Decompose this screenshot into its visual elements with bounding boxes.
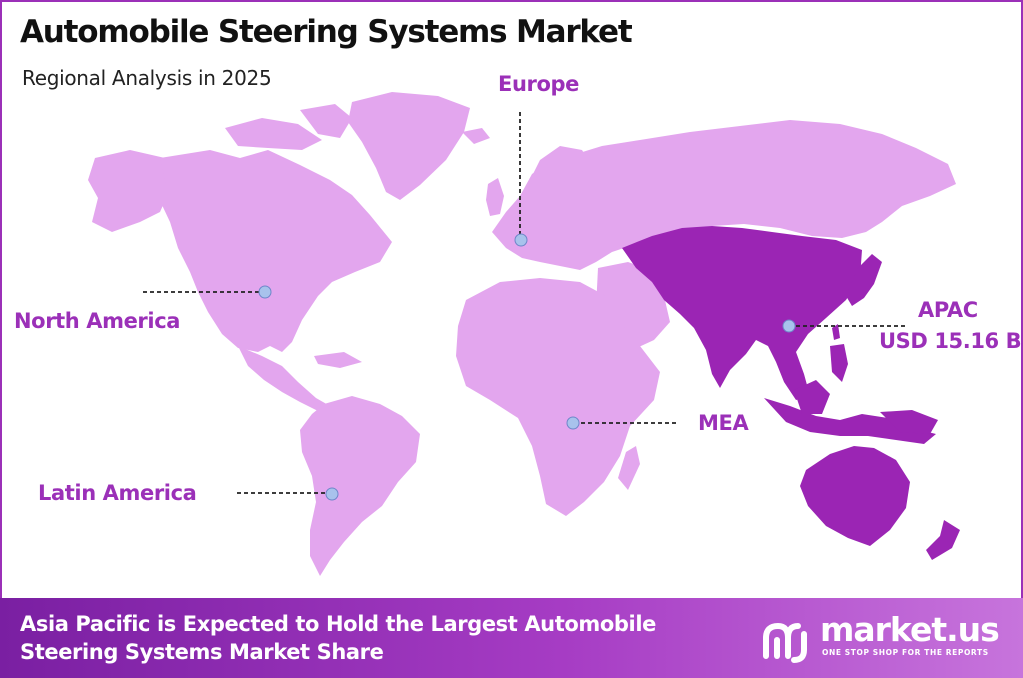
logo-name: market.us <box>820 610 1000 649</box>
taiwan-landmass <box>832 324 840 340</box>
north-america-label: North America <box>14 309 181 333</box>
page-subtitle: Regional Analysis in 2025 <box>22 66 272 90</box>
japan-landmass <box>846 254 882 306</box>
world-map <box>88 92 960 576</box>
land-masses <box>88 92 956 576</box>
australia-landmass <box>800 446 910 546</box>
europe-label: Europe <box>498 72 579 96</box>
europe-marker <box>514 233 528 247</box>
north-america-landmass <box>160 150 392 352</box>
footer-banner: Asia Pacific is Expected to Hold the Lar… <box>0 598 1023 678</box>
brand-logo: market.us ONE STOP SHOP FOR THE REPORTS <box>760 610 1010 664</box>
scandinavia-landmass <box>528 146 592 196</box>
apac-value: USD 15.16 Bn <box>879 329 1023 353</box>
madagascar-landmass <box>618 446 640 490</box>
region-markers <box>258 233 796 501</box>
eurasia-landmass <box>492 120 956 270</box>
philippines-landmass <box>830 344 848 382</box>
uk-landmass <box>486 178 504 216</box>
market-us-logo-icon <box>763 622 807 663</box>
apac-marker <box>782 319 796 333</box>
africa-landmass <box>456 278 660 516</box>
latin-america-label: Latin America <box>38 481 197 505</box>
footer-text: Asia Pacific is Expected to Hold the Lar… <box>20 612 656 664</box>
iceland-landmass <box>462 128 490 144</box>
baffin-landmass <box>300 104 352 138</box>
indonesia-landmass <box>764 398 936 444</box>
new-guinea-landmass <box>880 410 938 434</box>
caribbean-landmass <box>314 352 362 368</box>
arctic-islands-landmass <box>225 118 322 150</box>
alaska-landmass <box>88 150 172 232</box>
apac-label: APAC <box>918 298 978 322</box>
greenland-landmass <box>348 92 470 200</box>
latin-america-marker <box>325 487 339 501</box>
south-america-landmass <box>300 396 420 576</box>
new-zealand-landmass <box>926 520 960 560</box>
central-america-landmass <box>238 346 330 412</box>
mea-marker <box>566 416 580 430</box>
borneo-landmass <box>794 380 830 414</box>
leader-lines <box>143 112 908 494</box>
north-america-marker <box>258 285 272 299</box>
apac-mainland-landmass <box>622 226 862 400</box>
page-title: Automobile Steering Systems Market <box>20 14 633 50</box>
mea-label: MEA <box>698 411 749 435</box>
logo-tagline: ONE STOP SHOP FOR THE REPORTS <box>822 648 989 657</box>
apac-highlight <box>622 226 960 560</box>
